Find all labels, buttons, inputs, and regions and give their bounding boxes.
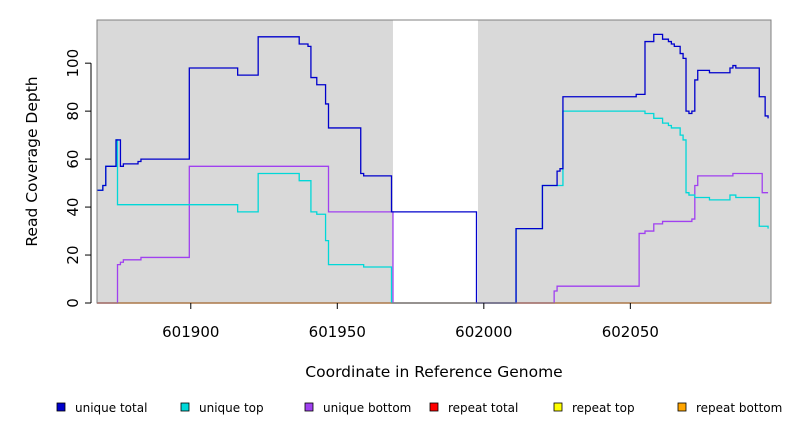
legend-label: unique bottom — [323, 401, 411, 415]
legend: unique total unique top unique bottom repea… — [57, 401, 782, 415]
y-tick-label: 40 — [64, 198, 82, 217]
y-tick-label: 100 — [64, 49, 82, 78]
legend-label: repeat top — [572, 401, 635, 415]
legend-swatch — [678, 403, 686, 411]
legend-label: unique total — [75, 401, 147, 415]
shaded-regions — [97, 20, 771, 303]
legend-label: repeat bottom — [696, 401, 782, 415]
legend-item-repeat-bottom: repeat bottom — [678, 401, 782, 415]
legend-label: unique top — [199, 401, 264, 415]
x-tick-label: 602050 — [602, 323, 659, 341]
shaded-region-2 — [478, 20, 771, 303]
legend-swatch — [554, 403, 562, 411]
x-tick-label: 601950 — [309, 323, 366, 341]
legend-item-repeat-total: repeat total — [430, 401, 518, 415]
legend-swatch — [57, 403, 65, 411]
legend-item-repeat-top: repeat top — [554, 401, 635, 415]
y-axis: 0 20 40 60 80 100 — [64, 49, 91, 308]
y-tick-label: 60 — [64, 150, 82, 169]
y-tick-label: 20 — [64, 245, 82, 264]
x-axis: 601900 601950 602000 602050 — [162, 303, 659, 341]
x-tick-label: 601900 — [162, 323, 219, 341]
y-axis-title: Read Coverage Depth — [23, 76, 41, 246]
y-tick-label: 80 — [64, 102, 82, 121]
x-axis-title: Coordinate in Reference Genome — [305, 363, 562, 381]
legend-item-unique-total: unique total — [57, 401, 147, 415]
x-tick-label: 602000 — [455, 323, 512, 341]
legend-item-unique-bottom: unique bottom — [305, 401, 411, 415]
legend-swatch — [181, 403, 189, 411]
legend-label: repeat total — [448, 401, 518, 415]
legend-swatch — [305, 403, 313, 411]
legend-item-unique-top: unique top — [181, 401, 264, 415]
legend-swatch — [430, 403, 438, 411]
y-tick-label: 0 — [64, 298, 82, 308]
